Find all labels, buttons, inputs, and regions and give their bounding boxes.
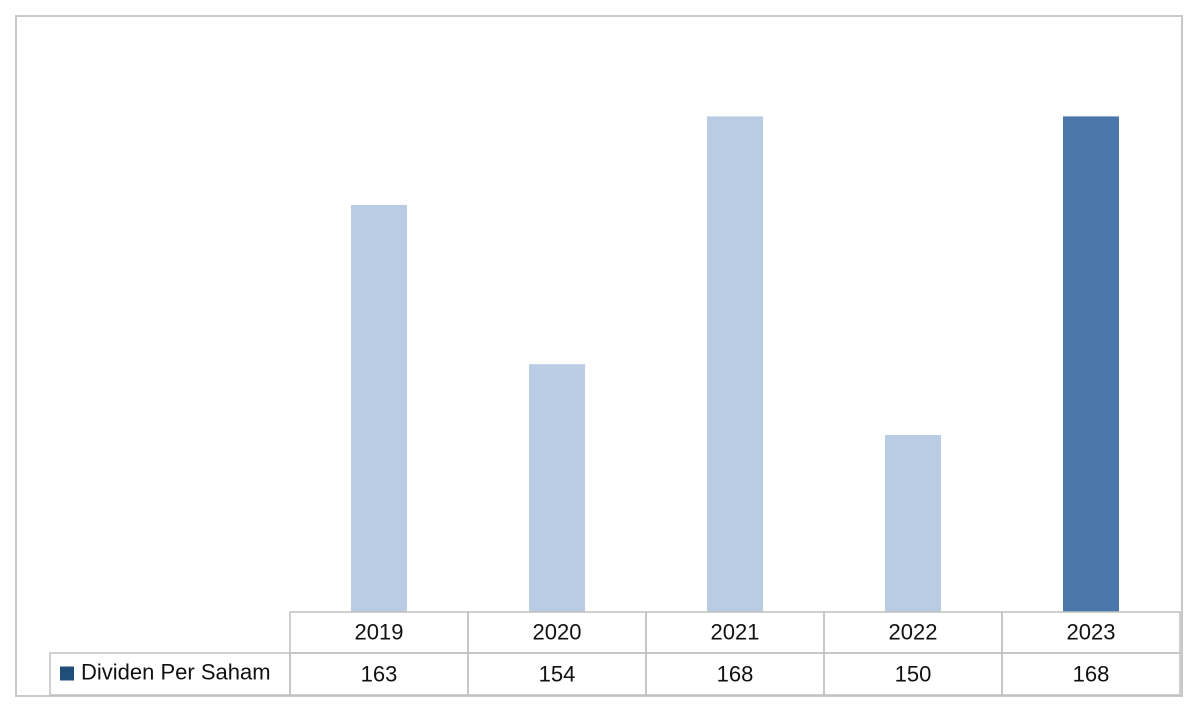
data-label: 154 bbox=[539, 661, 576, 686]
data-label: 168 bbox=[717, 661, 754, 686]
x-tick-label: 2020 bbox=[533, 619, 582, 644]
bar bbox=[529, 364, 585, 612]
x-tick-label: 2023 bbox=[1067, 619, 1116, 644]
x-tick-label: 2022 bbox=[889, 619, 938, 644]
bar bbox=[885, 435, 941, 612]
data-label: 150 bbox=[895, 661, 932, 686]
legend-label: Dividen Per Saham bbox=[81, 659, 271, 684]
data-label: 163 bbox=[361, 661, 398, 686]
table-cell bbox=[1001, 652, 1181, 696]
legend-key bbox=[60, 666, 74, 681]
x-tick-label: 2021 bbox=[711, 619, 760, 644]
data-label: 168 bbox=[1073, 661, 1110, 686]
bar bbox=[707, 116, 763, 613]
chart-frame bbox=[15, 15, 1183, 697]
x-tick-label: 2019 bbox=[355, 619, 404, 644]
bar bbox=[351, 204, 407, 612]
bar bbox=[1063, 116, 1119, 613]
